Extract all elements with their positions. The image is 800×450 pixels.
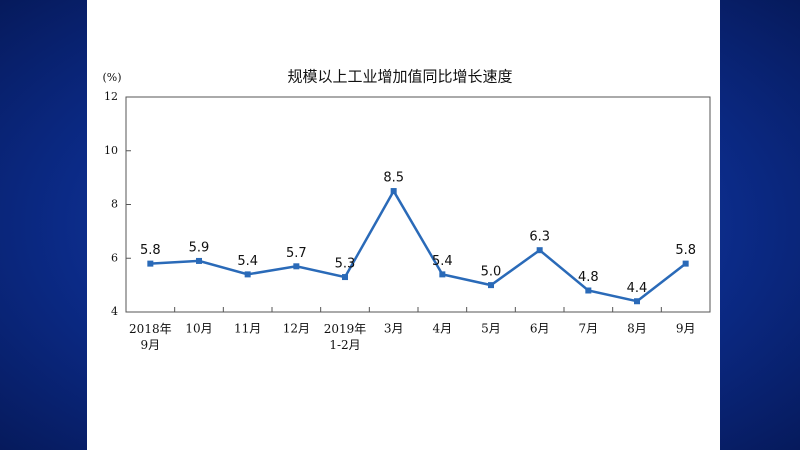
x-tick-label: 8月: [627, 322, 647, 336]
value-label: 6.3: [529, 230, 550, 245]
point-marker: [536, 247, 543, 254]
x-tick-label: 4月: [433, 322, 453, 336]
value-label: 5.9: [189, 240, 210, 255]
point-marker: [634, 298, 640, 305]
y-tick-label: 4: [111, 305, 118, 318]
line-series: [150, 188, 687, 303]
value-label: 4.8: [578, 270, 599, 285]
slide-panel: [87, 0, 720, 450]
point-marker: [196, 257, 202, 264]
point-marker: [390, 188, 397, 195]
y-tick-label: 10: [104, 144, 118, 157]
point-marker: [244, 271, 251, 278]
point-marker: [439, 271, 446, 278]
point-marker: [682, 260, 689, 267]
point-marker: [488, 282, 494, 289]
value-label: 5.3: [335, 257, 356, 272]
value-label: 5.8: [675, 243, 696, 258]
point-marker: [147, 260, 154, 267]
point-marker: [342, 274, 348, 281]
y-tick-label: 6: [111, 251, 118, 264]
plot-frame: [125, 96, 711, 313]
value-label: 8.5: [383, 171, 404, 186]
x-tick-label: 2019年 1-2月: [324, 322, 367, 352]
x-tick-label: 10月: [185, 322, 212, 336]
value-label: 5.8: [140, 243, 161, 258]
y-tick-label: 12: [104, 90, 118, 103]
x-tick-label: 3月: [384, 322, 404, 336]
x-tick-label: 7月: [579, 322, 599, 336]
chart-title: 规模以上工业增加值同比增长速度: [287, 68, 512, 86]
x-tick-label: 2018年 9月: [129, 322, 172, 352]
value-label: 4.4: [627, 281, 648, 296]
x-tick-label: 9月: [676, 322, 696, 336]
x-tick-label: 11月: [234, 322, 261, 336]
x-tick-label: 6月: [530, 322, 550, 336]
value-label: 5.4: [432, 254, 453, 269]
point-marker: [585, 287, 592, 294]
point-marker: [293, 263, 300, 270]
x-tick-label: 5月: [481, 322, 501, 336]
y-tick-label: 8: [111, 198, 118, 211]
value-label: 5.7: [286, 246, 307, 261]
value-label: 5.4: [237, 254, 258, 269]
value-label: 5.0: [481, 265, 502, 280]
x-tick-label: 12月: [283, 322, 310, 336]
y-axis-label: (%): [102, 71, 121, 84]
